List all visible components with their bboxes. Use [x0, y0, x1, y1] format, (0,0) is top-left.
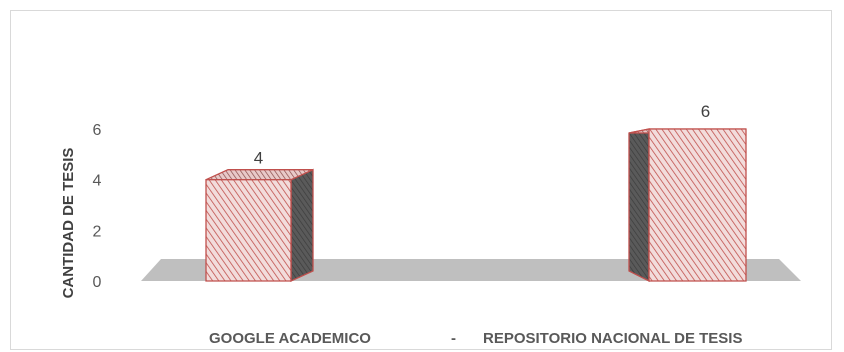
bar-0-side — [290, 168, 314, 283]
data-label-0: 4 — [254, 149, 263, 168]
y-tick-label-6: 6 — [93, 122, 102, 139]
y-tick-label-0: 0 — [93, 274, 102, 291]
bar-0-front — [205, 179, 292, 282]
x-category-label-0: GOOGLE ACADEMICO — [209, 330, 371, 347]
x-category-separator: - — [451, 330, 456, 347]
y-axis-ticks: 0 2 4 6 — [93, 122, 102, 291]
y-axis-label: CANTIDAD DE TESIS — [60, 148, 77, 299]
bar-1 — [628, 128, 747, 283]
bar-1-side — [628, 128, 650, 283]
data-label-1: 6 — [701, 102, 710, 121]
bars — [205, 128, 747, 283]
bar-1-front — [648, 128, 747, 282]
data-labels: 46 — [254, 102, 710, 168]
y-tick-label-4: 4 — [93, 173, 102, 190]
y-tick-label-2: 2 — [93, 223, 102, 240]
x-category-label-1: REPOSITORIO NACIONAL DE TESIS — [483, 330, 742, 347]
bar-0 — [205, 168, 314, 283]
